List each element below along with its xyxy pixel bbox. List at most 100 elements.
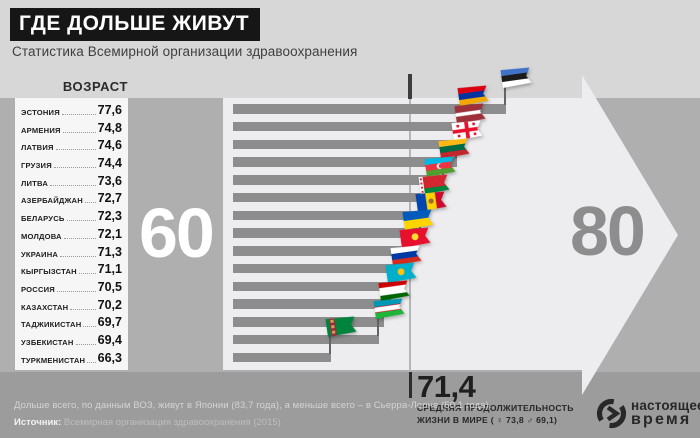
flag-pole bbox=[328, 335, 331, 354]
world-average-value: 71,4 bbox=[417, 369, 476, 404]
logo-circle-arrow-icon bbox=[596, 398, 627, 429]
country-label: МОЛДОВА bbox=[21, 231, 62, 241]
title-box: ГДЕ ДОЛЬШЕ ЖИВУТ bbox=[10, 8, 261, 41]
dotted-leader bbox=[70, 308, 96, 310]
logo: настоящее время bbox=[596, 398, 700, 429]
country-label: КЫРГЫЗСТАН bbox=[21, 267, 77, 277]
age-value: 71,3 bbox=[97, 244, 122, 259]
bar-ukraine bbox=[233, 246, 409, 256]
flag-icon-latvia bbox=[454, 101, 486, 124]
bar-kyrgyzstan bbox=[233, 263, 406, 274]
footnote: Дольше всего, по данным ВОЗ, живут в Япо… bbox=[14, 400, 492, 411]
age-value: 71,1 bbox=[97, 262, 122, 277]
age-value: 66,3 bbox=[97, 350, 122, 365]
flag-icon-turkmenistan bbox=[325, 314, 357, 337]
logo-word-1: настоящее bbox=[631, 397, 700, 413]
country-label: УКРАИНА bbox=[21, 249, 59, 259]
country-label: ЛАТВИЯ bbox=[21, 143, 54, 153]
table-row: УЗБЕКИСТАН 69,4 bbox=[21, 333, 122, 347]
age-value: 70,5 bbox=[97, 280, 122, 295]
bar-georgia bbox=[233, 157, 457, 167]
dotted-leader bbox=[61, 113, 96, 115]
dotted-leader bbox=[56, 291, 96, 293]
page-subtitle: Статистика Всемирной организации здравоо… bbox=[12, 44, 358, 59]
bar-latvia bbox=[233, 139, 460, 149]
table-row: АРМЕНИЯ 74,8 bbox=[21, 121, 122, 135]
bar-uzbekistan bbox=[233, 334, 379, 345]
table-row: АЗЕРБАЙДЖАН 72,7 bbox=[21, 191, 122, 205]
flag-icon-uzbekistan bbox=[373, 296, 405, 319]
flag-icon-azerbaijan bbox=[424, 154, 456, 177]
flag-icon-russia bbox=[390, 243, 422, 266]
country-label: ТАДЖИКИСТАН bbox=[21, 320, 82, 330]
table-row: МОЛДОВА 72,1 bbox=[21, 227, 122, 241]
flag-pole bbox=[376, 317, 379, 336]
bar-lithuania bbox=[233, 175, 445, 185]
dotted-leader bbox=[53, 167, 96, 169]
flag-icon-tajikistan bbox=[378, 279, 410, 301]
page-title: ГДЕ ДОЛЬШЕ ЖИВУТ bbox=[19, 12, 250, 35]
flag-pole bbox=[504, 87, 507, 105]
table-row: ТАДЖИКИСТАН 69,7 bbox=[21, 315, 122, 329]
country-label: УЗБЕКИСТАН bbox=[21, 338, 74, 348]
world-average-caption-line1: СРЕДНЯЯ ПРОДОЛЖИТЕЛЬНОСТЬ bbox=[417, 403, 574, 413]
axis-label-max: 80 bbox=[570, 192, 646, 270]
country-label: БЕЛАРУСЬ bbox=[21, 214, 65, 224]
dotted-leader bbox=[78, 273, 96, 275]
age-value: 74,8 bbox=[97, 120, 122, 135]
world-average-caption-line2: ЖИЗНИ В МИРЕ ( ♀ 73,8 ♂ 69,1) bbox=[417, 415, 558, 425]
table-row: УКРАИНА 71,3 bbox=[21, 245, 122, 259]
age-value: 74,6 bbox=[97, 138, 122, 153]
flag-icon-armenia bbox=[457, 83, 489, 106]
country-label: ЛИТВА bbox=[21, 178, 49, 188]
bar-belarus bbox=[233, 210, 425, 220]
table-row: БЕЛАРУСЬ 72,3 bbox=[21, 209, 122, 223]
age-value: 77,6 bbox=[97, 102, 122, 117]
bar-tajikistan bbox=[233, 317, 384, 327]
dotted-leader bbox=[50, 184, 96, 186]
country-label: ТУРКМЕНИСТАН bbox=[21, 355, 86, 365]
table-row: КЫРГЫЗСТАН 71,1 bbox=[21, 262, 122, 276]
dotted-leader bbox=[62, 131, 96, 133]
dotted-leader bbox=[84, 202, 96, 204]
flag-icon-lithuania bbox=[438, 137, 470, 160]
country-label: АРМЕНИЯ bbox=[21, 125, 61, 135]
world-average-tick-top bbox=[408, 74, 413, 99]
age-value: 72,3 bbox=[97, 209, 122, 224]
age-value: 73,6 bbox=[97, 173, 122, 188]
bar-armenia bbox=[233, 121, 463, 132]
age-value: 74,4 bbox=[97, 156, 122, 171]
dotted-leader bbox=[83, 326, 96, 328]
flag-icon-kazakhstan bbox=[385, 261, 418, 284]
dotted-leader bbox=[55, 149, 96, 151]
bar-turkmenistan bbox=[233, 352, 331, 362]
age-value: 70,2 bbox=[97, 297, 122, 312]
dotted-leader bbox=[75, 344, 96, 346]
age-value: 72,1 bbox=[97, 226, 122, 241]
country-label: РОССИЯ bbox=[21, 285, 55, 295]
age-value: 69,4 bbox=[97, 333, 122, 348]
country-label: ГРУЗИЯ bbox=[21, 161, 52, 171]
dotted-leader bbox=[87, 361, 96, 363]
bar-estonia bbox=[233, 104, 507, 114]
country-label: АЗЕРБАЙДЖАН bbox=[21, 196, 83, 206]
country-label: ЭСТОНИЯ bbox=[21, 107, 60, 117]
age-value: 72,7 bbox=[97, 191, 122, 206]
logo-text: настоящее время bbox=[631, 397, 700, 428]
dotted-leader bbox=[60, 255, 96, 257]
bar-kazakhstan bbox=[233, 299, 392, 309]
flag-icon-belarus bbox=[418, 172, 450, 195]
dotted-leader bbox=[63, 237, 96, 239]
table-row: ТУРКМЕНИСТАН 66,3 bbox=[21, 351, 122, 365]
bar-azerbaijan bbox=[233, 192, 431, 203]
table-row: КАЗАХСТАН 70,2 bbox=[21, 298, 122, 312]
country-label: КАЗАХСТАН bbox=[21, 302, 69, 312]
flag-icon-estonia bbox=[500, 66, 533, 88]
dotted-leader bbox=[66, 220, 96, 222]
age-table: ЭСТОНИЯ 77,6 АРМЕНИЯ 74,8 ЛАТВИЯ 74,6 ГРУЗИЯ 74… bbox=[15, 98, 128, 370]
source-line: Источник: Всемирная организация здравоох… bbox=[14, 417, 281, 428]
table-row: ЭСТОНИЯ 77,6 bbox=[21, 103, 122, 117]
table-row: ГРУЗИЯ 74,4 bbox=[21, 156, 122, 170]
flag-icon-georgia bbox=[451, 119, 483, 142]
